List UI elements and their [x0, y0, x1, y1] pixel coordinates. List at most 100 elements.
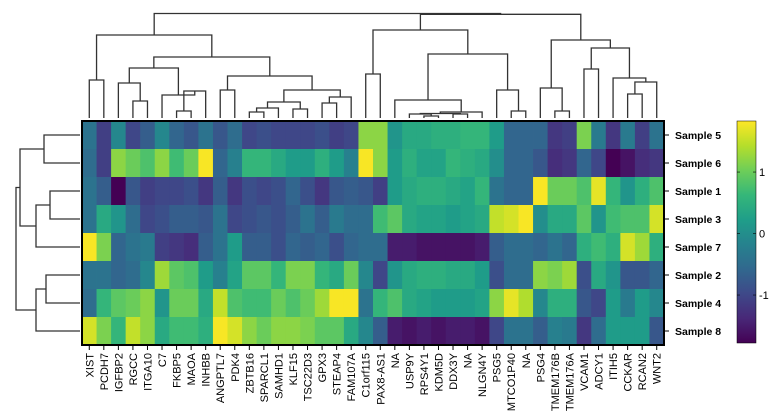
colorbar-ticks: 1 0 -1 — [737, 167, 769, 302]
heatmap-cell — [489, 289, 505, 318]
column-label: MTCO1P40 — [506, 353, 518, 411]
heatmap-cell — [431, 233, 447, 262]
heatmap-cell — [212, 261, 228, 290]
dendrogram-link — [452, 113, 469, 118]
row-label: Sample 1 — [675, 186, 721, 198]
heatmap-cell — [227, 177, 243, 206]
heatmap-cell — [620, 317, 636, 346]
heatmap-cell — [183, 149, 199, 178]
heatmap-cell — [198, 261, 214, 290]
column-label: KDM5D — [433, 353, 445, 392]
heatmap-cell — [605, 205, 621, 234]
dendrogram-link — [590, 47, 631, 78]
heatmap-cell — [591, 261, 607, 290]
heatmap-cell — [591, 289, 607, 318]
column-label: KLF15 — [288, 353, 300, 385]
heatmap-cell — [271, 121, 287, 150]
heatmap-cell — [533, 205, 548, 234]
heatmap-cell — [169, 177, 185, 206]
heatmap-cell — [154, 205, 170, 234]
column-label: WNT2 — [652, 353, 664, 384]
heatmap-cell — [183, 205, 199, 234]
heatmap-cell — [285, 121, 301, 150]
heatmap-cell — [227, 317, 243, 346]
heatmap-cell — [111, 261, 127, 290]
heatmap-cell — [649, 121, 665, 150]
heatmap-cell — [489, 121, 505, 150]
heatmap-cell — [169, 289, 185, 318]
dendrogram-link — [19, 148, 44, 227]
dendrogram-link — [132, 100, 149, 118]
heatmap-cell — [212, 289, 228, 318]
heatmap-cell — [82, 177, 97, 206]
heatmap-cell — [518, 177, 534, 206]
dendrogram-link — [35, 204, 80, 248]
dendrogram-link — [626, 93, 643, 118]
column-label: ITGA10 — [142, 353, 154, 391]
dendrogram-link — [427, 53, 509, 100]
column-dendrogram — [88, 12, 658, 118]
heatmap-cell — [329, 121, 345, 150]
heatmap-cell — [212, 205, 228, 234]
column-label: ZBTB16 — [244, 353, 256, 393]
heatmap-cell — [547, 261, 563, 290]
heatmap-cell — [503, 121, 519, 150]
heatmap-cell — [634, 121, 650, 150]
heatmap-cell — [242, 289, 257, 318]
dendrogram-link — [419, 112, 461, 115]
heatmap-cell — [256, 177, 272, 206]
row-label: Sample 7 — [675, 242, 721, 254]
heatmap-cell — [111, 177, 127, 206]
heatmap-cell — [242, 317, 257, 346]
heatmap-cell — [183, 261, 199, 290]
heatmap-cell — [576, 261, 592, 290]
dendrogram-link — [49, 190, 80, 220]
heatmap-cell — [518, 317, 534, 346]
heatmap-cell — [634, 289, 650, 318]
heatmap-cell — [198, 121, 214, 150]
heatmap-cell — [431, 121, 447, 150]
column-label: PCDH7 — [99, 353, 111, 390]
heatmap-cell — [634, 233, 650, 262]
heatmap-cell — [547, 317, 563, 346]
heatmap-cell — [533, 289, 548, 318]
heatmap-cell — [562, 205, 578, 234]
heatmap-cell — [329, 177, 345, 206]
heatmap-cell — [329, 205, 345, 234]
heatmap-cell — [460, 289, 476, 318]
heatmap-cell — [489, 205, 505, 234]
row-label: Sample 4 — [675, 298, 721, 310]
dendrogram-link — [35, 288, 80, 332]
dendrogram-link — [255, 107, 280, 118]
heatmap-cell — [154, 317, 170, 346]
heatmap-cell — [242, 177, 257, 206]
column-label: DDX3Y — [448, 352, 460, 389]
heatmap-cell — [518, 289, 534, 318]
heatmap-cell — [140, 121, 156, 150]
heatmap-cell — [562, 149, 578, 178]
heatmap-cell — [198, 177, 214, 206]
heatmap-cell — [183, 317, 199, 346]
heatmap-cell — [183, 289, 199, 318]
heatmap-cell — [402, 261, 418, 290]
heatmap-cell — [125, 121, 141, 150]
heatmap-cell — [242, 205, 257, 234]
heatmap-cell — [358, 205, 374, 234]
heatmap-cell — [416, 149, 432, 178]
dendrogram-link — [128, 67, 180, 95]
heatmap-cell — [445, 261, 461, 290]
dendrogram-link — [583, 68, 600, 118]
column-label: IGFBP2 — [113, 353, 125, 392]
heatmap-cell — [343, 317, 359, 346]
heatmap-cell — [271, 233, 287, 262]
heatmap-cell — [474, 233, 490, 262]
heatmap-cell — [503, 149, 519, 178]
heatmap-cell — [82, 317, 97, 346]
heatmap-cell — [140, 261, 156, 290]
heatmap-cells — [82, 121, 665, 346]
heatmap-cell — [198, 317, 214, 346]
row-label: Sample 5 — [675, 130, 721, 142]
heatmap-cell — [125, 233, 141, 262]
heatmap-cell — [445, 317, 461, 346]
heatmap-cell — [416, 289, 432, 318]
